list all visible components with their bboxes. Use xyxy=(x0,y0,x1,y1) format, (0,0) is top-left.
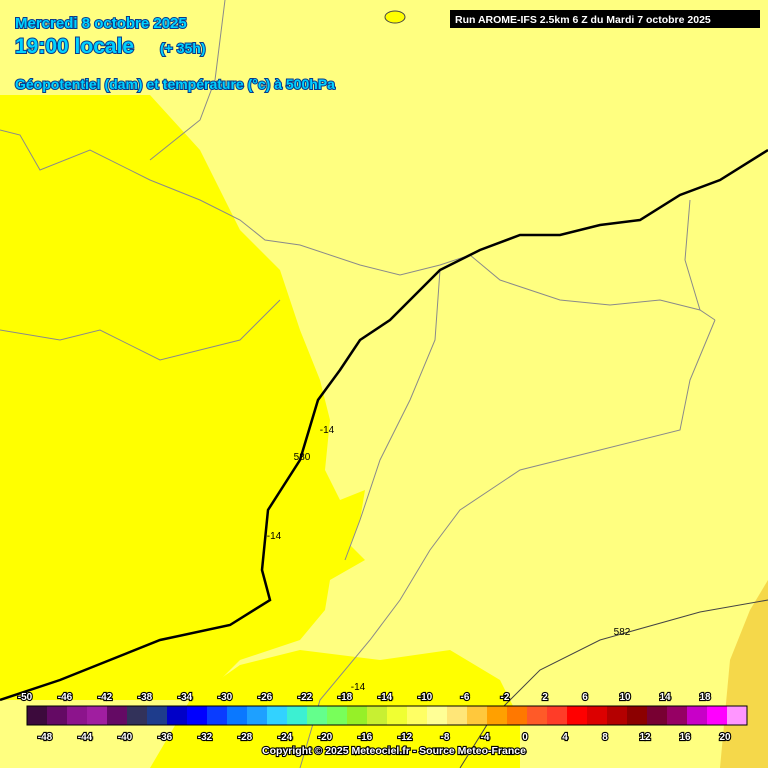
legend-label: -42 xyxy=(98,692,113,703)
legend-label: 0 xyxy=(522,732,528,743)
legend-label: -4 xyxy=(481,732,490,743)
legend-swatch xyxy=(327,706,347,725)
legend-swatch xyxy=(207,706,227,725)
legend-swatch xyxy=(27,706,47,725)
legend-swatch xyxy=(547,706,567,725)
legend-swatch xyxy=(267,706,287,725)
legend-label: -32 xyxy=(198,732,213,743)
legend-swatch xyxy=(627,706,647,725)
legend-swatch xyxy=(407,706,427,725)
contour-label: 580 xyxy=(294,452,311,463)
legend-swatch xyxy=(127,706,147,725)
legend-label: -44 xyxy=(78,732,93,743)
legend-label: 12 xyxy=(639,732,651,743)
legend-swatch xyxy=(147,706,167,725)
contour-label: -14 xyxy=(351,682,366,693)
legend-swatch xyxy=(567,706,587,725)
legend-label: 8 xyxy=(602,732,608,743)
legend-label: 2 xyxy=(542,692,548,703)
geopotential-contour xyxy=(459,599,768,768)
legend-swatch xyxy=(647,706,667,725)
legend-swatch xyxy=(427,706,447,725)
legend-swatch xyxy=(727,706,747,725)
legend-swatch xyxy=(227,706,247,725)
legend-label: 18 xyxy=(699,692,711,703)
legend-swatch xyxy=(507,706,527,725)
legend-swatch xyxy=(167,706,187,725)
run-box xyxy=(450,10,760,28)
legend-label: -36 xyxy=(158,732,173,743)
legend-label: -24 xyxy=(278,732,293,743)
legend-label: 16 xyxy=(679,732,691,743)
copyright: Copyright © 2025 Meteociel.fr - Source M… xyxy=(262,745,526,757)
legend-frame xyxy=(26,705,748,726)
legend-swatch xyxy=(467,706,487,725)
legend-label: -40 xyxy=(118,732,133,743)
legend-label: -38 xyxy=(138,692,153,703)
legend-label: -6 xyxy=(461,692,470,703)
map-labels: -14 580 -14 582 -14 xyxy=(267,425,631,693)
legend-label: -30 xyxy=(218,692,233,703)
legend-label: -28 xyxy=(238,732,253,743)
legend-swatch xyxy=(687,706,707,725)
legend-swatch xyxy=(387,706,407,725)
legend-label: -22 xyxy=(298,692,313,703)
legend-swatch xyxy=(667,706,687,725)
legend-swatch xyxy=(707,706,727,725)
legend-label: -12 xyxy=(398,732,413,743)
legend-swatch xyxy=(287,706,307,725)
legend-swatch xyxy=(587,706,607,725)
field-name: Géopotentiel (dam) et température (°c) à… xyxy=(15,76,335,92)
legend-swatch xyxy=(87,706,107,725)
geopotential-contour xyxy=(0,148,768,702)
date: Mercredi 8 octobre 2025 xyxy=(15,15,187,32)
legend-swatch xyxy=(47,706,67,725)
legend-label: -18 xyxy=(338,692,353,703)
legend-swatch xyxy=(307,706,327,725)
contour-label: 582 xyxy=(614,627,631,638)
legend-swatch xyxy=(367,706,387,725)
legend-label: 4 xyxy=(562,732,568,743)
legend-label: -20 xyxy=(318,732,333,743)
time: 19:00 locale xyxy=(15,35,134,58)
legend-swatch xyxy=(607,706,627,725)
legend-swatch xyxy=(187,706,207,725)
legend-label: -26 xyxy=(258,692,273,703)
legend-label: 14 xyxy=(659,692,671,703)
temperature-zone xyxy=(0,95,365,700)
contour-label: -14 xyxy=(267,531,282,542)
color-legend: -50-48-46-44-42-40-38-36-34-32-30-28-26-… xyxy=(17,691,748,744)
legend-swatch xyxy=(247,706,267,725)
borders xyxy=(0,0,716,768)
legend-label: 20 xyxy=(719,732,731,743)
legend-swatch xyxy=(107,706,127,725)
legend-label: -34 xyxy=(178,692,193,703)
legend-label: -48 xyxy=(38,732,53,743)
legend-label: -16 xyxy=(358,732,373,743)
legend-swatch xyxy=(527,706,547,725)
legend-label: 10 xyxy=(619,692,631,703)
legend-swatch xyxy=(347,706,367,725)
legend-label: -46 xyxy=(58,692,73,703)
legend-swatch xyxy=(487,706,507,725)
contour-label: -14 xyxy=(320,425,335,436)
legend-label: -14 xyxy=(378,692,393,703)
run-info: Run AROME-IFS 2.5km 6 Z du Mardi 7 octob… xyxy=(455,14,711,26)
legend-label: -8 xyxy=(441,732,450,743)
legend-swatch xyxy=(67,706,87,725)
legend-label: -2 xyxy=(501,692,510,703)
island xyxy=(384,10,406,24)
legend-label: 6 xyxy=(582,692,588,703)
legend-label: -10 xyxy=(418,692,433,703)
legend-swatch xyxy=(447,706,467,725)
lead-time: (+ 35h) xyxy=(160,40,206,56)
legend-label: -50 xyxy=(18,692,33,703)
